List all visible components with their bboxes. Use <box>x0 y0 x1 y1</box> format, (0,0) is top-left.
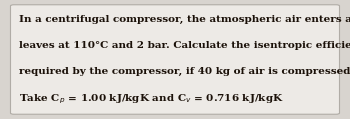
Text: Take C$_{p}$ = 1.00 kJ/kgK and C$_{v}$ = 0.716 kJ/kgK: Take C$_{p}$ = 1.00 kJ/kgK and C$_{v}$ =… <box>19 92 284 106</box>
Text: required by the compressor, if 40 kg of air is compressed per minute.: required by the compressor, if 40 kg of … <box>19 67 350 76</box>
Text: leaves at 110°C and 2 bar. Calculate the isentropic efficiency and power: leaves at 110°C and 2 bar. Calculate the… <box>19 41 350 50</box>
FancyBboxPatch shape <box>10 5 340 114</box>
Text: In a centrifugal compressor, the atmospheric air enters at 28°C and: In a centrifugal compressor, the atmosph… <box>19 15 350 25</box>
